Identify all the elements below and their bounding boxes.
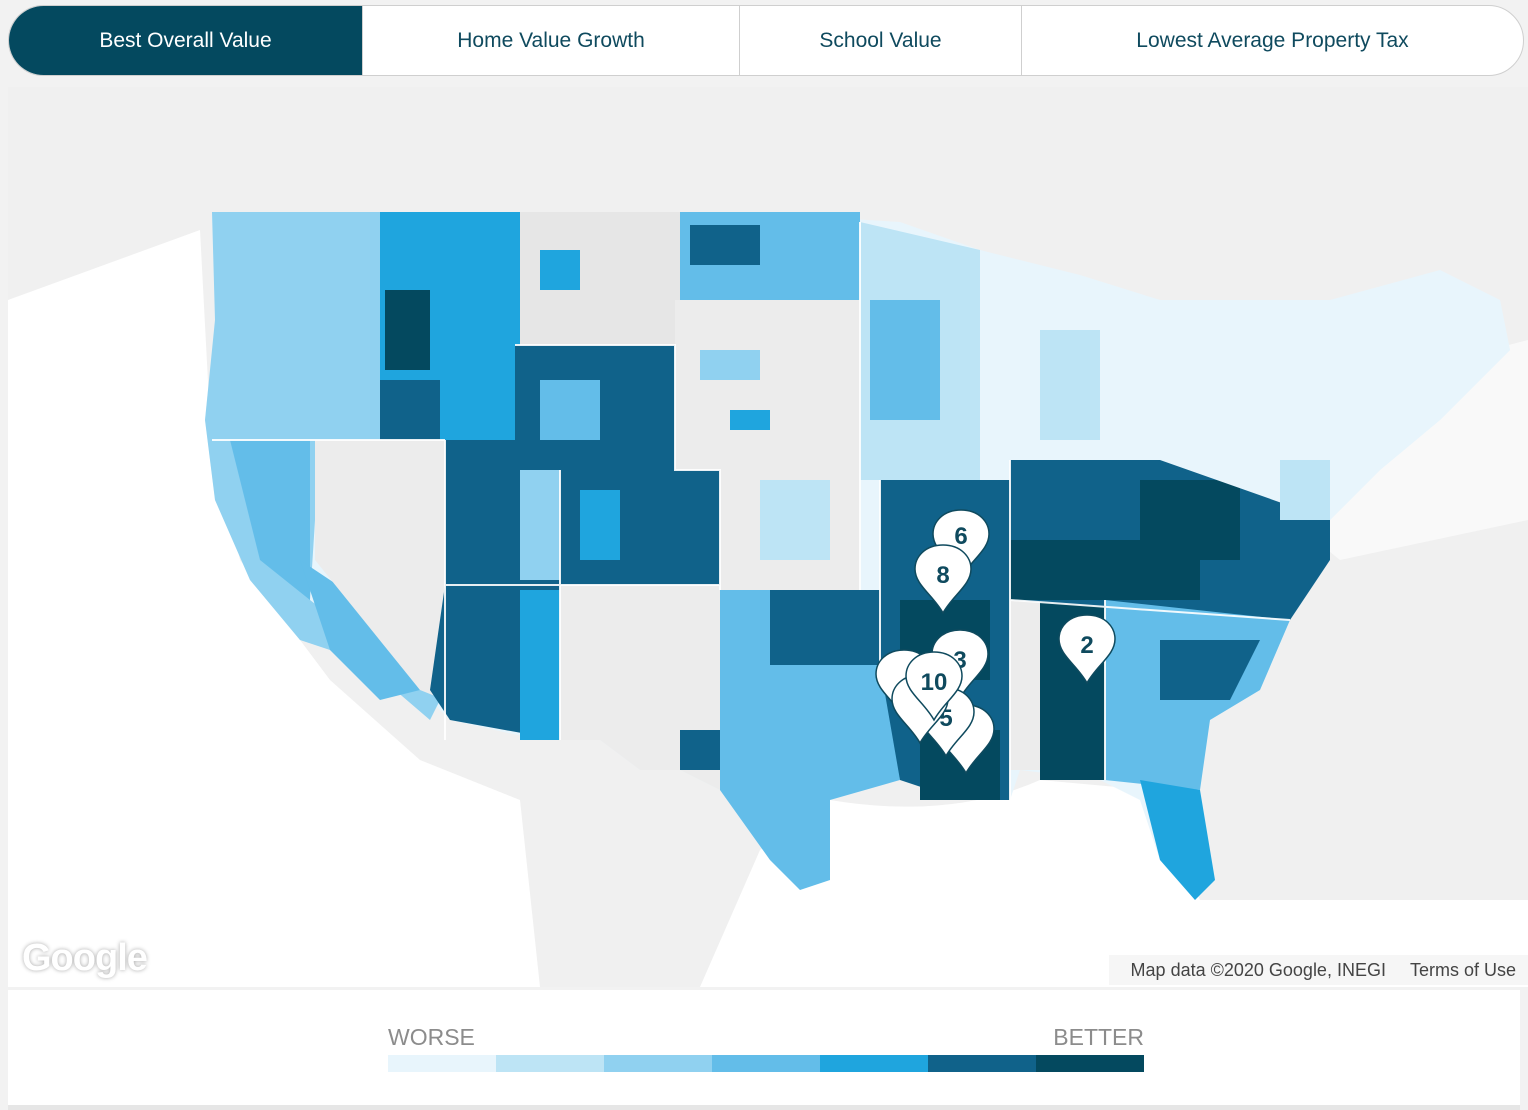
legend-worse-label: WORSE bbox=[388, 1024, 475, 1050]
svg-text:10: 10 bbox=[921, 669, 948, 696]
legend-swatch-6 bbox=[928, 1055, 1036, 1072]
us-county-map: 6 8 2 3 5 10 bbox=[8, 87, 1528, 987]
tab-home-value-growth[interactable]: Home Value Growth bbox=[363, 6, 740, 75]
table-header-strip bbox=[8, 1105, 1520, 1110]
legend-color-scale bbox=[388, 1055, 1144, 1072]
legend-better-label: BETTER bbox=[1053, 1024, 1144, 1050]
tab-lowest-property-tax[interactable]: Lowest Average Property Tax bbox=[1136, 28, 1409, 52]
tab-best-overall-value[interactable]: Best Overall Value bbox=[9, 6, 363, 75]
marker-layer: 6 8 2 3 5 10 bbox=[875, 509, 1116, 775]
choropleth-map[interactable]: 6 8 2 3 5 10 Google Map data ©2020 Googl… bbox=[8, 87, 1528, 987]
map-data-credit: Map data ©2020 Google, INEGI bbox=[1130, 959, 1386, 980]
legend-swatch-4 bbox=[712, 1055, 820, 1072]
google-logo: Google bbox=[22, 937, 148, 979]
legend-swatch-1 bbox=[388, 1055, 496, 1072]
svg-text:6: 6 bbox=[954, 523, 967, 550]
metric-tabs: Best Overall Value Home Value Growth Sch… bbox=[8, 5, 1524, 76]
legend-panel: WORSE BETTER bbox=[8, 990, 1520, 1105]
terms-of-use-link[interactable]: Terms of Use bbox=[1409, 959, 1516, 980]
svg-text:2: 2 bbox=[1080, 632, 1093, 659]
legend-swatch-3 bbox=[604, 1055, 712, 1072]
legend-swatch-5 bbox=[820, 1055, 928, 1072]
map-attribution: Map data ©2020 Google, INEGI Terms of Us… bbox=[1108, 955, 1528, 985]
tab-school-value[interactable]: School Value bbox=[740, 6, 1022, 75]
legend-swatch-7 bbox=[1036, 1055, 1144, 1072]
svg-text:8: 8 bbox=[936, 562, 949, 589]
color-legend: WORSE BETTER bbox=[388, 1024, 1144, 1072]
legend-swatch-2 bbox=[496, 1055, 604, 1072]
